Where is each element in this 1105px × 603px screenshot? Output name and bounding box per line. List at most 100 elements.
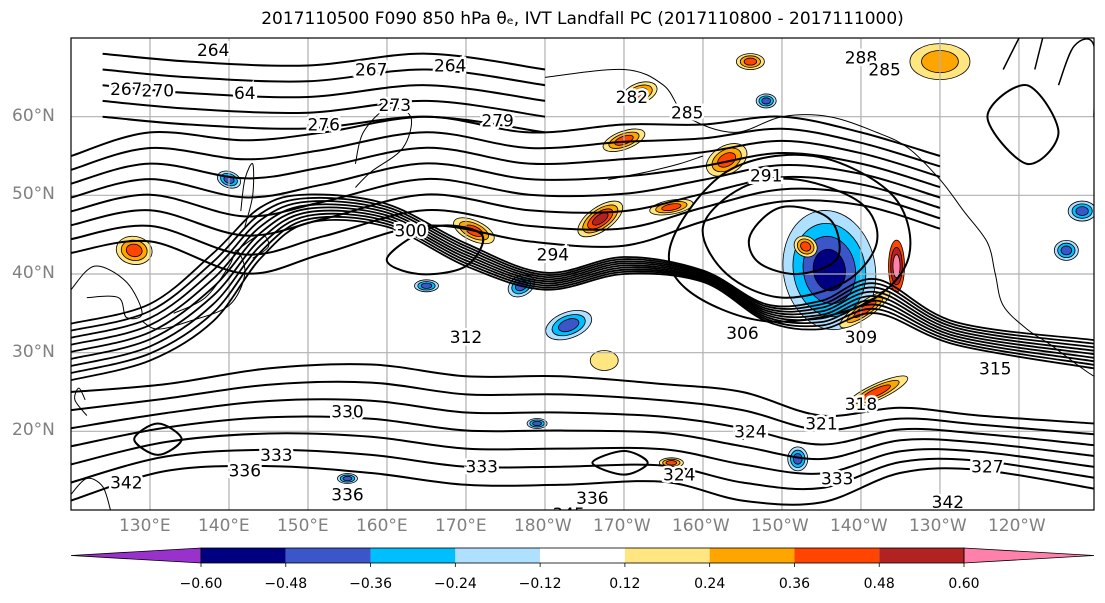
colorbar-tick-label: 0.12: [609, 576, 641, 592]
colorbar-tick-label: −0.12: [518, 576, 562, 592]
colorbar-swatch: [624, 548, 710, 563]
latitude-label: 30°N: [12, 341, 55, 362]
pc-shade-patch: [661, 203, 682, 212]
contour-line: [385, 224, 485, 276]
contour-label: 333: [821, 470, 853, 490]
contour-line: [133, 422, 183, 456]
colorbar-swatch: [794, 548, 880, 563]
contour-label: 267: [110, 80, 142, 100]
pc-shade-patch: [743, 57, 757, 66]
contour-label: 270: [142, 82, 174, 102]
contour-line: [71, 464, 1094, 506]
contour-line: [102, 99, 546, 118]
contour-label: 276: [308, 116, 340, 136]
colorbar-swatch: [370, 548, 456, 563]
colorbar-swatch: [709, 548, 795, 563]
colorbar-tick-label: 0.36: [778, 576, 811, 592]
longitude-label: 170°E: [434, 516, 487, 536]
pc-shade-patch: [342, 475, 353, 482]
colorbar-tick-label: 0.60: [948, 576, 980, 592]
contour-line: [71, 187, 941, 256]
contour-label: 285: [671, 104, 703, 124]
latitude-label: 50°N: [12, 184, 55, 205]
contour-label: 264: [197, 41, 229, 61]
coastline: [734, 423, 751, 440]
contour-line: [747, 205, 841, 276]
colorbar-frame: [200, 547, 965, 564]
colorbar-swatch: [879, 548, 964, 563]
theta-e-contours: [71, 38, 1094, 510]
longitude-label: 140°W: [829, 516, 888, 536]
contour-label: 306: [726, 324, 758, 344]
contour-label: 312: [450, 328, 482, 348]
colorbar-swatch: [201, 548, 286, 563]
contour-line: [71, 199, 941, 275]
contour-line: [71, 415, 1094, 461]
contour-label: 288: [845, 49, 877, 69]
contour-label: 294: [537, 245, 569, 265]
coastline: [240, 162, 255, 227]
pc-shade-patch: [862, 384, 891, 400]
colorbar-tick-label: 0.24: [694, 576, 726, 592]
pc-shading-layer: [115, 43, 1094, 484]
latitude-label: 20°N: [12, 420, 55, 441]
contour-label: 336: [576, 489, 608, 509]
contour-label: 342: [110, 473, 142, 493]
coastline: [71, 265, 143, 320]
colorbar-swatch: [455, 548, 541, 563]
longitude-label: 180°W: [513, 516, 572, 536]
coastline: [74, 387, 88, 416]
latitude-label: 40°N: [12, 263, 55, 283]
colorbar-extend-high: [963, 547, 1095, 564]
contour-line: [71, 127, 941, 171]
contour-line: [1057, 38, 1094, 117]
longitude-label: 130°W: [908, 516, 967, 536]
longitude-label: 150°E: [276, 516, 329, 536]
contour-label: 318: [845, 395, 877, 415]
coastline: [71, 477, 111, 510]
contour-line: [71, 193, 1094, 341]
coastline: [354, 107, 412, 188]
colorbar-tick-label: −0.48: [264, 576, 308, 592]
pc-shade-patch: [665, 460, 678, 466]
contour-line: [71, 175, 941, 237]
colorbar-tick-label: −0.24: [433, 576, 477, 592]
contour-label: 291: [750, 167, 782, 187]
contour-label: 330: [331, 403, 363, 423]
pc-shade-patch: [892, 254, 901, 279]
colorbar-extend-low: [70, 547, 202, 564]
contour-line: [102, 52, 546, 71]
coastline: [141, 249, 246, 330]
pc-shade-patch: [800, 241, 812, 252]
contour-label: 336: [331, 485, 363, 505]
contour-line: [591, 449, 649, 476]
contour-line: [71, 163, 941, 218]
map-frame: [70, 37, 1095, 511]
pc-shade-patch: [589, 350, 619, 371]
longitude-label: 170°W: [592, 516, 651, 536]
pc-shade-patch: [1075, 206, 1089, 216]
contour-line: [102, 84, 546, 102]
pc-shade-patch: [1060, 245, 1073, 256]
coastline: [608, 155, 704, 181]
contour-label: 324: [734, 422, 766, 442]
contour-line: [71, 363, 1094, 425]
contour-line: [102, 115, 546, 134]
pc-shade-patch: [592, 212, 609, 226]
figure-title: 2017110500 F090 850 hPa θₑ, IVT Landfall…: [261, 9, 904, 29]
contour-line: [71, 219, 1094, 382]
colorbar-swatch: [285, 548, 371, 563]
contour-line: [71, 209, 1094, 360]
colorbar-tick-label: −0.36: [349, 576, 392, 592]
contour-label: 345: [552, 505, 584, 525]
pc-shade-patch: [558, 318, 580, 333]
contour-label: 279: [481, 112, 513, 132]
pc-shade-patch: [125, 243, 143, 258]
contour-label: 333: [466, 458, 498, 478]
contour-line: [71, 203, 1094, 352]
contour-line: [71, 200, 1094, 349]
contour-line: [71, 380, 1094, 436]
contour-label: 300: [394, 222, 426, 242]
contour-line: [701, 177, 879, 299]
